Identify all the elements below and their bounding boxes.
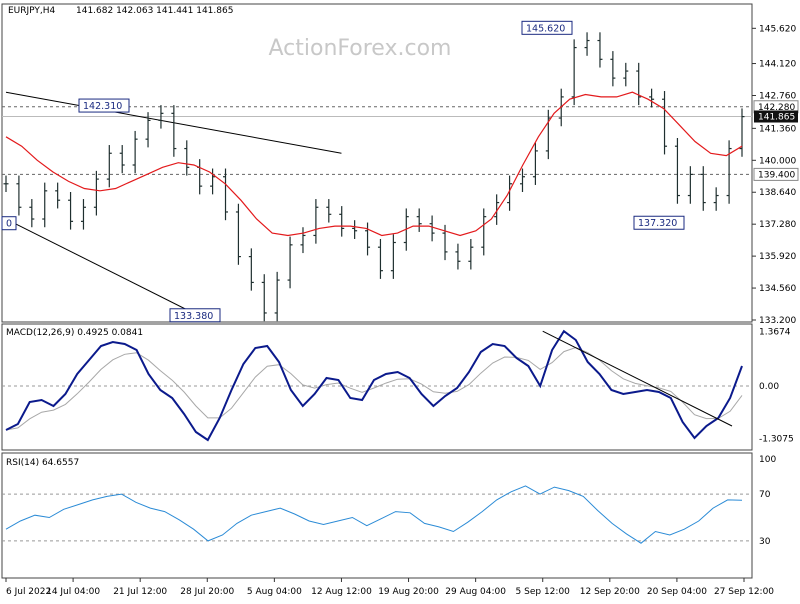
price-annotation-box [169,308,221,323]
x-tick-label: 20 Sep 04:00 [647,587,707,597]
rsi-title: RSI(14) 64.6557 [6,458,79,468]
price-annotation-label: 137.320 [638,218,677,229]
price-level-label: 139.400 [758,170,795,180]
price-tick-label: 142.760 [759,91,796,101]
price-tick-label: 135.920 [759,252,796,262]
price-annotation-box [521,20,573,35]
price-annotation-box [633,215,685,230]
rsi-tick-label: 70 [759,490,771,500]
price-annotation-box [1,216,17,231]
x-tick-label: 27 Sep 12:00 [714,587,774,597]
rsi-line [5,485,743,544]
x-tick-label: 14 Jul 04:00 [46,587,100,597]
x-tick-label: 29 Aug 04:00 [445,587,506,597]
rsi-tick-label: 30 [759,537,771,547]
price-tick-label: 134.560 [759,284,796,294]
x-tick-label: 21 Jul 12:00 [113,587,167,597]
price-tick-label: 138.640 [759,188,796,198]
price-trendline [5,218,208,321]
macd-signal-line [5,346,743,431]
price-tick-label: 133.200 [759,316,796,326]
price-tick-label: 145.620 [759,24,796,34]
price-level-label: 142.280 [758,103,795,113]
macd-title: MACD(12,26,9) 0.4925 0.0841 [6,328,143,338]
macd-tick-label: 0.00 [759,382,779,392]
moving-average-line [5,91,743,237]
price-tick-label: 140.000 [759,156,796,166]
x-tick-label: 28 Jul 20:00 [180,587,234,597]
price-annotation-box [78,98,130,113]
price-panel-frame [1,3,753,323]
current-price-box [754,110,798,123]
ohlc-label: 141.682 142.063 141.441 141.865 [76,6,233,16]
price-level-box [753,167,799,181]
price-annotation-label: 145.620 [526,23,565,34]
rsi-panel-frame [1,452,753,579]
price-tick-label: 137.280 [759,220,796,230]
x-tick-label: 19 Aug 20:00 [378,587,439,597]
x-tick-label: 5 Aug 04:00 [247,587,302,597]
price-tick-label: 144.120 [759,60,796,70]
x-tick-label: 12 Sep 20:00 [580,587,640,597]
macd-tick-label: 1.3674 [759,327,791,337]
price-annotation-label: 0 [6,219,12,230]
macd-line [5,329,743,442]
price-annotation-label: 142.310 [83,101,122,112]
watermark-label: ActionForex.com [269,36,452,61]
macd-tick-label: -1.3075 [759,434,794,444]
x-tick-label: 5 Sep 12:00 [516,587,571,597]
x-tick-label: 6 Jul 2022 [6,587,51,597]
x-tick-label: 12 Aug 12:00 [311,587,372,597]
rsi-tick-label: 100 [759,455,776,465]
current-price-label: 141.865 [758,113,795,123]
price-tick-label: 141.360 [759,124,796,134]
price-annotation-label: 133.380 [174,311,213,322]
symbol-label: EURJPY,H4 [8,6,56,16]
macd-trendline [542,330,733,427]
